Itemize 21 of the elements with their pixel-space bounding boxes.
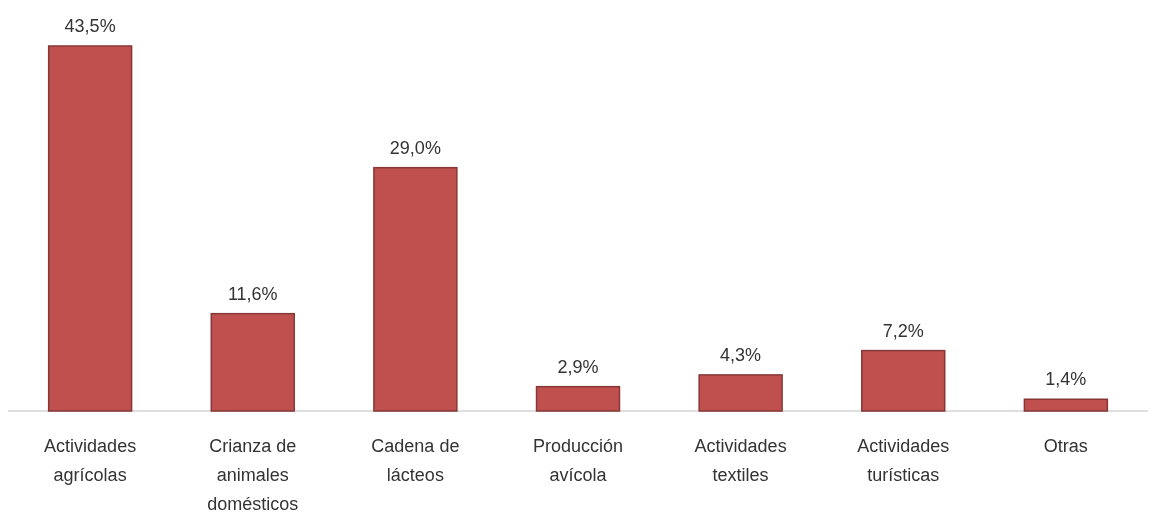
bar — [535, 385, 621, 412]
data-label: 11,6% — [227, 283, 278, 304]
bar — [373, 166, 458, 412]
x-tick-label: Cadena de lácteos — [371, 436, 460, 485]
bar — [698, 374, 783, 412]
data-label: 29,0% — [389, 137, 441, 158]
bar — [47, 45, 133, 412]
data-label: 4,3% — [720, 344, 762, 365]
bar — [1023, 398, 1109, 412]
x-tick-label: Actividades textiles — [694, 436, 787, 485]
bar — [861, 349, 946, 412]
data-label: 2,9% — [557, 356, 599, 377]
x-tick-label: Actividades turísticas — [857, 436, 950, 485]
data-label: 7,2% — [882, 320, 924, 341]
x-tick-label: Crianza de animales domésticos — [207, 436, 299, 514]
data-label: 1,4% — [1045, 369, 1087, 390]
x-tick-label: Otras — [1043, 436, 1088, 456]
data-label: 43,5% — [64, 16, 116, 36]
x-tick-label: Actividades agrícolas — [44, 436, 137, 485]
bar — [210, 312, 295, 412]
x-tick-label: Producción avícola — [532, 436, 624, 485]
